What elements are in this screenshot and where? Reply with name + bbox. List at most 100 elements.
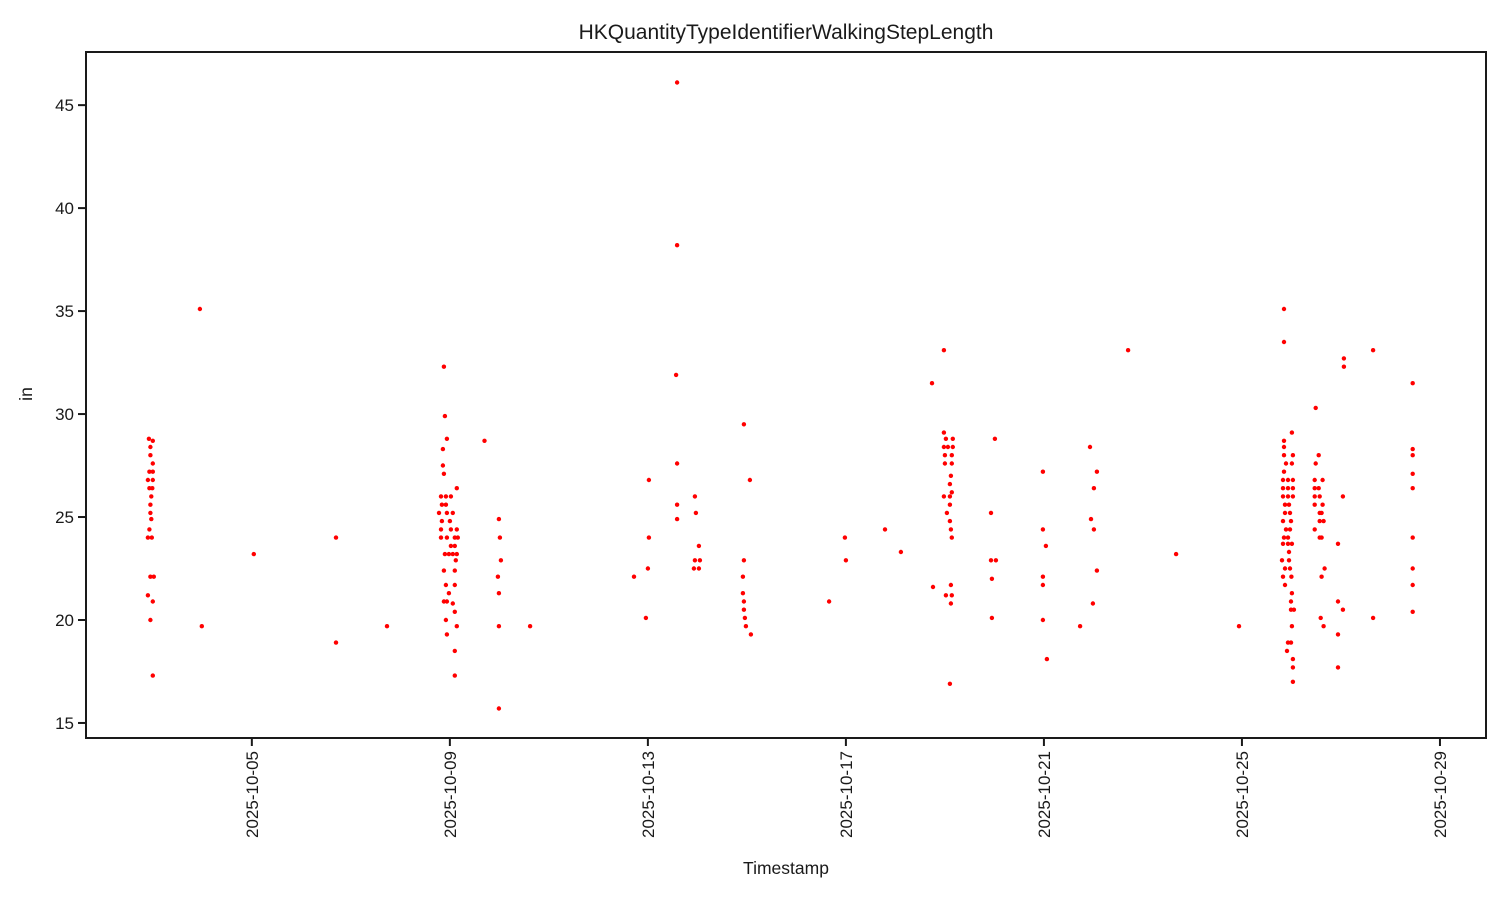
data-point bbox=[1091, 486, 1097, 491]
data-point bbox=[443, 582, 449, 588]
data-point bbox=[496, 624, 502, 629]
data-point bbox=[950, 436, 955, 441]
data-point bbox=[1077, 624, 1083, 629]
data-point bbox=[1319, 574, 1324, 579]
data-point bbox=[446, 551, 452, 557]
data-point bbox=[691, 566, 697, 571]
data-point bbox=[454, 624, 459, 629]
data-point bbox=[943, 436, 949, 441]
data-point bbox=[150, 438, 155, 443]
data-point bbox=[145, 535, 151, 540]
data-point bbox=[151, 574, 156, 579]
data-point bbox=[898, 549, 904, 555]
data-point bbox=[1044, 656, 1050, 662]
data-point bbox=[452, 673, 457, 678]
y-axis-label: in bbox=[16, 387, 36, 401]
data-point bbox=[1091, 527, 1097, 532]
data-point bbox=[1410, 446, 1415, 452]
data-point bbox=[843, 558, 849, 563]
data-point bbox=[1290, 486, 1296, 491]
data-point bbox=[454, 527, 459, 532]
data-point bbox=[1290, 665, 1296, 670]
data-point bbox=[993, 558, 999, 563]
data-point bbox=[740, 591, 746, 596]
data-point bbox=[149, 494, 154, 499]
data-point bbox=[748, 632, 754, 637]
data-point bbox=[439, 502, 445, 507]
data-point bbox=[440, 446, 446, 452]
data-point bbox=[942, 461, 948, 466]
data-point bbox=[453, 558, 458, 563]
data-point bbox=[452, 568, 457, 573]
data-point bbox=[442, 413, 448, 419]
data-point bbox=[989, 576, 995, 581]
x-tick-label: 2025-10-17 bbox=[837, 751, 856, 838]
data-point bbox=[742, 615, 748, 621]
data-point bbox=[747, 477, 753, 483]
x-tick-label: 2025-10-13 bbox=[639, 751, 658, 838]
data-point bbox=[148, 510, 153, 516]
data-point bbox=[989, 615, 995, 621]
data-point bbox=[1316, 486, 1321, 491]
x-axis-label: Timestamp bbox=[743, 858, 829, 878]
data-point bbox=[448, 527, 454, 532]
data-point bbox=[1087, 444, 1093, 450]
data-point bbox=[1282, 582, 1288, 588]
data-point bbox=[1289, 430, 1295, 435]
data-point bbox=[441, 568, 447, 573]
data-point bbox=[150, 599, 155, 604]
data-point bbox=[1313, 405, 1318, 411]
data-point bbox=[1283, 527, 1289, 532]
data-point bbox=[988, 558, 994, 563]
data-point bbox=[1285, 477, 1291, 483]
data-point bbox=[1280, 541, 1286, 546]
data-point bbox=[1290, 477, 1296, 483]
data-point bbox=[949, 593, 954, 598]
data-point bbox=[149, 516, 154, 522]
scatter-points-layer bbox=[145, 80, 1415, 711]
data-point bbox=[1321, 624, 1326, 629]
data-point bbox=[495, 574, 501, 579]
data-point bbox=[741, 558, 747, 563]
data-point bbox=[1320, 502, 1325, 507]
data-point bbox=[251, 551, 256, 557]
data-point bbox=[1312, 527, 1317, 532]
data-point bbox=[452, 648, 457, 654]
data-point bbox=[1321, 518, 1326, 524]
data-point bbox=[646, 477, 652, 483]
data-point bbox=[452, 582, 457, 588]
data-point bbox=[1285, 535, 1291, 540]
y-tick-label: 20 bbox=[55, 611, 74, 630]
data-point bbox=[948, 601, 954, 606]
data-point bbox=[1281, 453, 1287, 458]
data-point bbox=[1286, 549, 1292, 555]
data-point bbox=[1287, 510, 1293, 516]
data-point bbox=[147, 469, 152, 474]
data-point bbox=[1289, 624, 1295, 629]
data-point bbox=[1317, 494, 1322, 499]
data-point bbox=[443, 617, 449, 623]
data-point bbox=[697, 558, 703, 563]
data-point bbox=[1279, 558, 1285, 563]
data-point bbox=[145, 593, 151, 598]
data-point bbox=[441, 471, 447, 476]
data-point bbox=[446, 591, 452, 596]
plot-border bbox=[85, 51, 1487, 739]
data-point bbox=[693, 510, 699, 516]
data-point bbox=[1286, 502, 1292, 507]
y-tick-label: 25 bbox=[55, 508, 74, 527]
data-point bbox=[645, 566, 651, 571]
data-point bbox=[1173, 551, 1179, 557]
y-tick-label: 35 bbox=[55, 302, 74, 321]
data-point bbox=[1125, 348, 1131, 353]
data-point bbox=[1281, 444, 1287, 450]
data-point bbox=[743, 624, 749, 629]
data-point bbox=[1322, 566, 1327, 571]
data-point bbox=[148, 502, 153, 507]
data-point bbox=[496, 516, 502, 522]
data-point bbox=[1281, 469, 1287, 474]
data-point bbox=[442, 551, 448, 557]
data-point bbox=[1370, 615, 1376, 621]
data-point bbox=[199, 624, 204, 629]
data-point bbox=[1285, 494, 1291, 499]
